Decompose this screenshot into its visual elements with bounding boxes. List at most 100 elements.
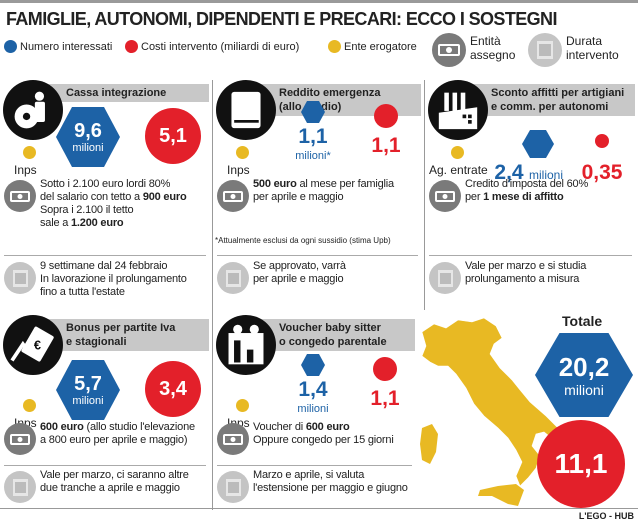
- duration-description: Vale per marzo, ci saranno altre due tran…: [40, 469, 209, 495]
- cheque-line: per aprile e maggio: [253, 191, 421, 204]
- cheque-amount: 600 euro: [40, 421, 84, 433]
- duration-line: In lavorazione il prolungamento: [40, 273, 187, 285]
- italy-map: [420, 317, 562, 506]
- cheque-text: Oppure congedo per 15 giorni: [253, 434, 394, 446]
- card-title-line: e comm. per autonomi: [491, 101, 609, 113]
- count-hexagon: 5,7 milioni: [56, 360, 120, 420]
- banknote-icon: [4, 423, 36, 455]
- totale-cost-circle: 11,1: [537, 420, 625, 508]
- sardinia: [420, 424, 438, 464]
- card-title-line: Cassa integrazione: [66, 87, 167, 99]
- cheque-text: Voucher di: [253, 421, 306, 433]
- red-dot-icon: [125, 40, 138, 53]
- count-value: 2,4: [494, 161, 524, 184]
- card-cassa-integrazione: Cassa integrazione Inps 9,6 milioni 5,1 Sotto…: [0, 80, 212, 310]
- cheque-amount: 1 mese di affitto: [483, 191, 564, 203]
- cost-value: 1,1: [370, 387, 400, 410]
- duration-description: Vale per marzo e si studia prolungamento …: [465, 260, 635, 286]
- legend-durata: Durata intervento: [566, 34, 619, 62]
- duration-line: prolungamento a misura: [465, 273, 580, 285]
- duration-description: Se approvato, varrà per aprile e maggio: [253, 260, 421, 286]
- card-title-line: Voucher baby sitter: [279, 322, 381, 334]
- legend-entita: Entità assegno: [470, 34, 515, 62]
- legend-label: Entità: [470, 34, 501, 48]
- banknote-icon: [432, 33, 466, 67]
- card-sconto-affitti: Sconto affitti per artigiani e comm. per …: [425, 80, 638, 310]
- duration-line: 9 settimane dal 24 febbraio: [40, 260, 168, 272]
- banknote-icon: [217, 423, 249, 455]
- banknote-icon: [217, 180, 249, 212]
- count-hexagon: 9,6 milioni: [56, 107, 120, 167]
- banknote-icon: [429, 180, 461, 212]
- count-value: 1,1: [298, 125, 328, 148]
- count-unit: milioni: [72, 394, 104, 407]
- count-unit: milioni: [72, 141, 104, 154]
- cost-circle: [373, 357, 397, 381]
- row-divider: [217, 255, 418, 256]
- duration-line: per aprile e maggio: [253, 273, 344, 285]
- legend-interessati: Numero interessati: [4, 40, 112, 53]
- count-hexagon: [301, 354, 325, 376]
- cheque-text: a 800 euro per aprile e maggio): [40, 434, 188, 446]
- card-title-line: Reddito emergenza: [279, 87, 381, 99]
- card-title: Voucher baby sitter o congedo parentale: [249, 319, 415, 351]
- row-divider: [4, 255, 206, 256]
- calendar-icon: [217, 262, 249, 294]
- legend-label: assegno: [470, 48, 516, 62]
- ente-dot-icon: [451, 146, 464, 159]
- cheque-amount: 500 euro: [253, 178, 297, 190]
- page-title: FAMIGLIE, AUTONOMI, DIPENDENTI E PRECARI…: [6, 9, 557, 29]
- totale-cost: 11,1: [554, 448, 608, 479]
- ente-dot-icon: [236, 146, 249, 159]
- top-rule: [0, 0, 638, 3]
- legend-label: Durata: [566, 34, 603, 48]
- cheque-text: (allo studio l'elevazione: [83, 421, 196, 433]
- calendar-icon: [429, 262, 461, 294]
- blue-dot-icon: [4, 40, 17, 53]
- legend-label: intervento: [566, 48, 619, 62]
- card-title-line: (allo studio): [279, 101, 342, 113]
- card-title-line: Bonus per partite Iva: [66, 322, 176, 334]
- duration-line: fino a tutta l'estate: [40, 286, 125, 298]
- yellow-dot-icon: [328, 40, 341, 53]
- ente-label: Ag. entrate: [429, 163, 488, 177]
- cheque-text: Sotto i 2.100 euro lordi 80%: [40, 178, 171, 190]
- totale-count: 20,2: [558, 352, 610, 382]
- count-value: 5,7: [74, 372, 102, 395]
- sicily: [478, 484, 524, 506]
- worker-gear-icon: [3, 80, 63, 140]
- duration-line: l'estensione per maggio e giugno: [253, 482, 408, 494]
- cheque-line: Sotto i 2.100 euro lordi 80%: [40, 178, 209, 191]
- hand-euro-icon: €: [3, 315, 63, 375]
- card-title-line: o congedo parentale: [279, 336, 387, 348]
- count-unit: milioni: [297, 403, 329, 415]
- cheque-text: Sopra i 2.100 il tetto: [40, 204, 134, 216]
- duration-line: due tranche a aprile e maggio: [40, 482, 180, 494]
- row-divider: [217, 465, 412, 466]
- cheque-line: per 1 mese di affitto: [465, 191, 635, 204]
- ente-dot-icon: [23, 399, 36, 412]
- cost-circle: [374, 104, 398, 128]
- family-icon: [216, 315, 276, 375]
- cheque-line: Voucher di 600 euro: [253, 421, 415, 434]
- duration-line: Marzo e aprile, si valuta: [253, 469, 365, 481]
- legend-label: Costi intervento (miliardi di euro): [141, 40, 300, 53]
- credit: L'EGO - HUB: [578, 511, 634, 521]
- cheque-text: per aprile e maggio: [253, 191, 344, 203]
- cheque-description: Voucher di 600 euro Oppure congedo per 15…: [253, 421, 415, 447]
- calendar-icon: [217, 471, 249, 503]
- ente-dot-icon: [23, 146, 36, 159]
- cheque-line: Sopra i 2.100 il tetto: [40, 204, 209, 217]
- duration-line: Se approvato, varrà: [253, 260, 346, 272]
- count-value: 1,4: [298, 378, 328, 401]
- ente-label: Inps: [14, 163, 37, 177]
- legend-label: Ente erogatore: [344, 40, 417, 53]
- count-hexagon: [522, 130, 554, 158]
- count-unit: milioni*: [295, 150, 331, 162]
- cheque-description: Sotto i 2.100 euro lordi 80% del salario …: [40, 178, 209, 230]
- legend-label: Numero interessati: [20, 40, 113, 53]
- cost-circle: 5,1: [145, 108, 201, 164]
- legend-costi: Costi intervento (miliardi di euro): [125, 40, 299, 53]
- calendar-icon: [4, 262, 36, 294]
